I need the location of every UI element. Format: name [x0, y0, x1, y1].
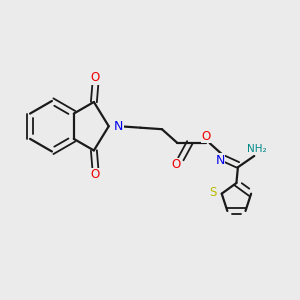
Text: S: S [210, 186, 217, 199]
Text: O: O [91, 168, 100, 181]
Text: O: O [202, 130, 211, 142]
Text: O: O [172, 158, 181, 171]
Text: N: N [114, 120, 124, 133]
Text: O: O [91, 71, 100, 84]
Text: NH₂: NH₂ [247, 144, 266, 154]
Text: N: N [215, 154, 225, 167]
